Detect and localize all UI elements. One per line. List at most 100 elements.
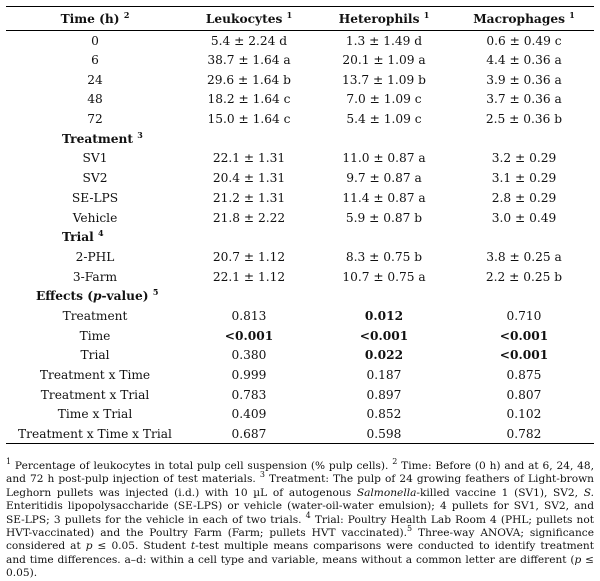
- row-label: 48: [87, 92, 103, 107]
- header-macrophages: Macrophages 1: [454, 6, 594, 31]
- macrophages-cell: 0.782: [454, 424, 594, 445]
- leukocytes-cell: 0.783: [231, 387, 267, 402]
- heterophils-cell: <0.001: [359, 328, 409, 343]
- header-leukocytes: Leukocytes 1: [184, 6, 314, 31]
- leukocytes-cell: 20.4 ± 1.31: [212, 171, 286, 186]
- macrophages-cell: 2.5 ± 0.36 b: [485, 112, 563, 127]
- leukocytes-cell: <0.001: [224, 328, 274, 343]
- table-row: Time x Trial 0.409 0.852 0.102: [6, 405, 594, 425]
- results-table: Time (h) 2 Leukocytes 1 Heterophils 1 Ma…: [6, 6, 594, 445]
- section-row-treatment: Treatment 3: [6, 129, 594, 149]
- heterophils-cell: 0.598: [314, 424, 454, 445]
- macrophages-cell: 0.875: [506, 368, 542, 383]
- leukocytes-cell: 29.6 ± 1.64 b: [207, 72, 291, 87]
- leukocytes-cell: 0.380: [231, 348, 267, 363]
- leukocytes-cell: 0.813: [231, 308, 267, 323]
- row-label: SE-LPS: [71, 190, 119, 205]
- leukocytes-cell: 5.4 ± 2.24 d: [210, 33, 288, 48]
- macrophages-cell: 3.2 ± 0.29: [491, 151, 557, 166]
- leukocytes-cell: 15.0 ± 1.64 c: [207, 112, 291, 127]
- leukocytes-cell: 0.999: [231, 368, 267, 383]
- section-label-treatment: Treatment 3: [62, 129, 143, 146]
- macrophages-cell: 3.8 ± 0.25 a: [486, 249, 562, 264]
- macrophages-cell: 2.8 ± 0.29: [491, 190, 557, 205]
- heterophils-cell: 0.897: [366, 387, 402, 402]
- table-row: SV2 20.4 ± 1.31 9.7 ± 0.87 a 3.1 ± 0.29: [6, 168, 594, 188]
- header-heterophils: Heterophils 1: [314, 6, 454, 31]
- macrophages-cell: 3.1 ± 0.29: [491, 171, 557, 186]
- table-row: 0 5.4 ± 2.24 d 1.3 ± 1.49 d 0.6 ± 0.49 c: [6, 31, 594, 51]
- table-row: 3-Farm 22.1 ± 1.12 10.7 ± 0.75 a 2.2 ± 0…: [6, 267, 594, 287]
- row-label: 72: [87, 112, 103, 127]
- heterophils-cell: 0.022: [364, 348, 404, 363]
- leukocytes-cell: 20.7 ± 1.12: [212, 249, 286, 264]
- table-row: 48 18.2 ± 1.64 c 7.0 ± 1.09 c 3.7 ± 0.36…: [6, 90, 594, 110]
- macrophages-cell: 2.2 ± 0.25 b: [485, 269, 563, 284]
- row-label: 0: [91, 33, 99, 48]
- macrophages-cell: 3.9 ± 0.36 a: [486, 72, 562, 87]
- leukocytes-cell: 0.409: [231, 407, 267, 422]
- row-label: Treatment: [62, 308, 128, 323]
- section-row-trial: Trial 4: [6, 227, 594, 247]
- heterophils-cell: 7.0 ± 1.09 c: [346, 92, 422, 107]
- leukocytes-cell: 22.1 ± 1.31: [212, 151, 286, 166]
- section-row-effects: Effects (p-value) 5: [6, 286, 594, 306]
- section-label-effects: Effects (p-value) 5: [36, 287, 159, 304]
- table-row: SV1 22.1 ± 1.31 11.0 ± 0.87 a 3.2 ± 0.29: [6, 149, 594, 169]
- table-row: 6 38.7 ± 1.64 a 20.1 ± 1.09 a 4.4 ± 0.36…: [6, 50, 594, 70]
- heterophils-cell: 5.4 ± 1.09 c: [346, 112, 422, 127]
- heterophils-cell: 9.7 ± 0.87 a: [346, 171, 422, 186]
- table-row: Trial 0.380 0.022 <0.001: [6, 346, 594, 366]
- heterophils-cell: 5.9 ± 0.87 b: [345, 210, 423, 225]
- table-row: 2-PHL 20.7 ± 1.12 8.3 ± 0.75 b 3.8 ± 0.2…: [6, 247, 594, 267]
- row-label: SV1: [82, 151, 108, 166]
- heterophils-cell: 11.4 ± 0.87 a: [342, 190, 426, 205]
- row-label: Treatment x Time x Trial: [6, 424, 184, 445]
- row-label: 3-Farm: [72, 269, 118, 284]
- row-label: SV2: [82, 171, 108, 186]
- section-label-trial: Trial 4: [62, 228, 104, 245]
- row-label: 2-PHL: [75, 249, 115, 264]
- leukocytes-cell: 21.2 ± 1.31: [212, 190, 286, 205]
- table-row: 24 29.6 ± 1.64 b 13.7 ± 1.09 b 3.9 ± 0.3…: [6, 70, 594, 90]
- leukocytes-cell: 0.687: [184, 424, 314, 445]
- table-row: Vehicle 21.8 ± 2.22 5.9 ± 0.87 b 3.0 ± 0…: [6, 208, 594, 228]
- table-row: 72 15.0 ± 1.64 c 5.4 ± 1.09 c 2.5 ± 0.36…: [6, 109, 594, 129]
- heterophils-cell: 0.852: [366, 407, 402, 422]
- heterophils-cell: 10.7 ± 0.75 a: [342, 269, 426, 284]
- row-label: Time: [79, 328, 111, 343]
- row-label: Time x Trial: [57, 407, 133, 422]
- macrophages-cell: 3.7 ± 0.36 a: [486, 92, 562, 107]
- row-label: Trial: [80, 348, 110, 363]
- heterophils-cell: 13.7 ± 1.09 b: [342, 72, 426, 87]
- table-row: Treatment x Time 0.999 0.187 0.875: [6, 365, 594, 385]
- macrophages-cell: <0.001: [499, 328, 549, 343]
- leukocytes-cell: 38.7 ± 1.64 a: [207, 53, 291, 68]
- macrophages-cell: 4.4 ± 0.36 a: [486, 53, 562, 68]
- heterophils-cell: 11.0 ± 0.87 a: [342, 151, 426, 166]
- heterophils-cell: 0.187: [366, 368, 402, 383]
- macrophages-cell: 0.807: [506, 387, 542, 402]
- table-row: Treatment 0.813 0.012 0.710: [6, 306, 594, 326]
- row-label: Treatment x Time: [39, 368, 151, 383]
- header-time: Time (h) 2: [6, 6, 184, 31]
- heterophils-cell: 0.012: [364, 308, 404, 323]
- row-label: 24: [87, 72, 103, 87]
- macrophages-cell: <0.001: [499, 348, 549, 363]
- row-label: Treatment x Trial: [40, 387, 150, 402]
- table-footnotes: 1 Percentage of leukocytes in total pulp…: [6, 457, 594, 580]
- heterophils-cell: 8.3 ± 0.75 b: [345, 249, 423, 264]
- heterophils-cell: 20.1 ± 1.09 a: [342, 53, 426, 68]
- leukocytes-cell: 21.8 ± 2.22: [212, 210, 286, 225]
- row-label: 6: [91, 53, 99, 68]
- macrophages-cell: 0.102: [506, 407, 542, 422]
- macrophages-cell: 0.6 ± 0.49 c: [486, 33, 562, 48]
- heterophils-cell: 1.3 ± 1.49 d: [345, 33, 423, 48]
- leukocytes-cell: 22.1 ± 1.12: [212, 269, 286, 284]
- table-row: Time <0.001 <0.001 <0.001: [6, 326, 594, 346]
- row-label: Vehicle: [72, 210, 118, 225]
- header-row: Time (h) 2 Leukocytes 1 Heterophils 1 Ma…: [6, 6, 594, 31]
- macrophages-cell: 3.0 ± 0.49: [491, 210, 557, 225]
- table-row: Treatment x Trial 0.783 0.897 0.807: [6, 385, 594, 405]
